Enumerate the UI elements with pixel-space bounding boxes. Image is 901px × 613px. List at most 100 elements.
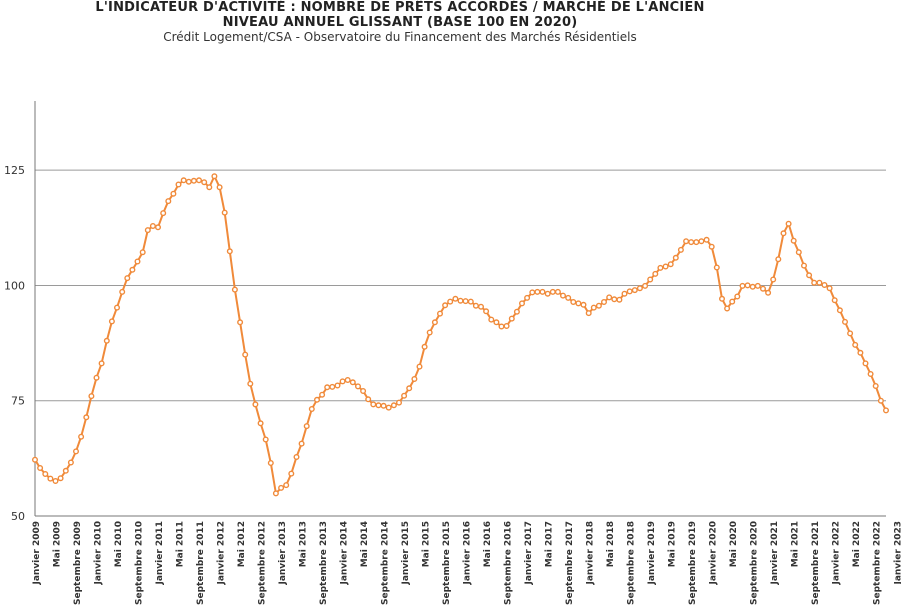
data-point [170,190,177,197]
data-point [713,264,720,271]
data-point [201,179,208,186]
data-point [211,173,218,180]
data-point [498,323,505,330]
data-point [790,237,797,244]
y-tick-label: 75 [11,395,25,408]
data-point [488,316,495,323]
data-point [703,236,710,243]
data-point [785,220,792,227]
data-point [134,258,141,265]
chart-titles: L'INDICATEUR D'ACTIVITÉ : NOMBRE DE PRÊT… [0,0,800,45]
data-point [821,282,828,289]
data-point [667,261,674,268]
data-point [616,296,623,303]
data-point [360,388,367,395]
data-point [724,305,731,312]
data-point [37,465,44,472]
x-tick-label: Septembre 2016 [504,521,514,605]
data-point [554,288,561,295]
chart-subtitle: Crédit Logement/CSA - Observatoire du Fi… [163,30,637,44]
data-point [98,360,105,367]
data-point [62,467,69,474]
y-tick-label: 100 [4,279,25,292]
data-point [216,184,223,191]
data-point [78,433,85,440]
data-point [780,230,787,237]
data-point [816,279,823,286]
data-point [124,275,131,282]
data-point [93,374,100,381]
x-tick-label: Mai 2021 [791,521,801,567]
data-point [467,298,474,305]
data-point [206,184,213,191]
data-point [621,290,628,297]
data-point [272,490,279,497]
data-point [88,393,95,400]
x-tick-label: Septembre 2013 [319,521,329,605]
series-line [34,173,887,496]
x-tick-label: Septembre 2014 [381,521,391,605]
data-point [801,262,808,269]
x-tick-label: Janvier 2021 [770,521,780,586]
data-point [267,460,274,467]
data-point [693,239,700,246]
data-point [442,302,449,309]
data-point [247,380,254,387]
data-point [411,376,418,383]
x-tick-label: Septembre 2018 [627,521,637,605]
data-point [47,475,54,482]
data-point [293,454,300,461]
x-tick-label: Mai 2013 [299,521,309,567]
data-point [513,308,520,315]
data-point [185,178,192,185]
data-point [672,254,679,261]
x-tick-label: Janvier 2019 [647,521,657,586]
data-point [349,379,356,386]
data-point [503,323,510,330]
data-point [472,302,479,309]
data-point [308,406,315,413]
data-point [867,371,874,378]
data-point [355,383,362,390]
data-point [447,298,454,305]
data-point [647,276,654,283]
data-point [831,297,838,304]
data-point [519,300,526,307]
data-point [462,298,469,305]
data-point [416,363,423,370]
data-point [175,181,182,188]
x-tick-label: Septembre 2022 [873,521,883,605]
data-point [657,264,664,271]
x-tick-label: Janvier 2009 [32,521,42,586]
data-point [190,177,197,184]
data-point [626,288,633,295]
x-tick-label: Mai 2017 [545,521,555,567]
x-tick-label: Septembre 2017 [565,521,575,605]
data-point [57,475,64,482]
data-point [72,448,79,455]
chart-title-line-1: L'INDICATEUR D'ACTIVITÉ : NOMBRE DE PRÊT… [95,0,705,15]
data-point [857,349,864,356]
data-point [585,310,592,317]
data-point [319,391,326,398]
x-tick-label: Janvier 2013 [278,521,288,586]
data-point [590,304,597,311]
data-point [108,318,115,325]
data-point [836,307,843,314]
data-point [611,296,618,303]
x-tick-label: Mai 2016 [483,521,493,567]
x-tick-label: Mai 2022 [852,521,862,567]
x-tick-label: Mai 2011 [176,521,186,567]
x-tick-label: Mai 2009 [53,521,63,567]
x-tick-label: Mai 2019 [668,521,678,567]
data-point [708,243,715,250]
data-point [324,384,331,391]
data-point [113,304,120,311]
data-point [365,396,372,403]
data-point [298,440,305,447]
data-point [749,283,756,290]
data-point [852,341,859,348]
x-tick-label: Septembre 2009 [73,521,83,605]
data-point [575,300,582,307]
data-points [32,173,890,497]
